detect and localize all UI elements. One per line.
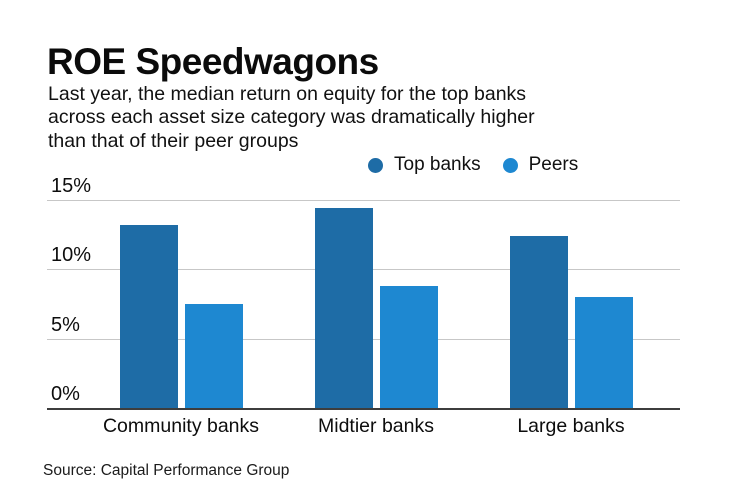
peers-legend-dot-icon [502, 157, 518, 173]
bar-peers-midtier-banks [379, 285, 438, 408]
bar-top-banks-community-banks [119, 224, 178, 408]
legend-label-top-banks: Top banks [394, 154, 481, 175]
y-tick-label-10%: 10% [51, 244, 92, 267]
legend-label-peers: Peers [528, 154, 579, 175]
y-tick-label-0%: 0% [51, 383, 80, 405]
gridline-15% [47, 200, 680, 201]
bar-peers-community-banks [184, 304, 243, 408]
x-category-label-midtier-banks: Midtier banks [318, 415, 434, 437]
x-category-label-community-banks: Community banks [102, 415, 260, 437]
bar-top-banks-midtier-banks [314, 208, 373, 408]
top-banks-legend-dot-icon [368, 157, 383, 173]
bar-top-banks-large-banks [509, 236, 568, 408]
legend: Top banks Peers [368, 154, 578, 176]
source-note: Source: Capital Performance Group [43, 461, 290, 479]
legend-item-top-banks: Top banks [368, 154, 481, 176]
x-category-label-large-banks: Large banks [517, 415, 625, 437]
chart-title: ROE Speedwagons [47, 40, 379, 82]
bar-peers-large-banks [574, 297, 633, 408]
legend-item-peers: Peers [502, 154, 579, 176]
y-tick-label-15%: 15% [51, 175, 92, 197]
x-axis-line [47, 408, 680, 410]
y-tick-label-5%: 5% [51, 313, 80, 336]
chart-subtitle: Last year, the median return on equity f… [48, 82, 535, 152]
